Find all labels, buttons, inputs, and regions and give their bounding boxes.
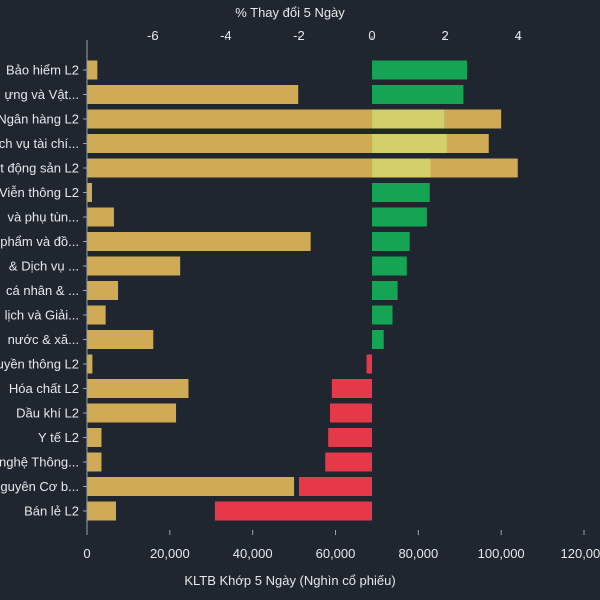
category-label: Dầu khí L2 xyxy=(16,406,79,421)
change-bar xyxy=(372,232,410,251)
volume-bar xyxy=(87,183,92,202)
x-bottom-tick-label: 80,000 xyxy=(398,546,438,561)
category-label: ựng và Vật... xyxy=(5,87,79,102)
category-label: Ngân hàng L2 xyxy=(0,112,79,127)
volume-bar xyxy=(87,428,102,447)
category-label: t động sản L2 xyxy=(0,161,79,176)
category-label: và phụ tùn... xyxy=(7,210,79,225)
x-top-tick-label: 0 xyxy=(368,28,375,43)
x-top-tick-label: 4 xyxy=(515,28,522,43)
axes-group: 0 20,000 40,000 60,000 80,000 100,000 120,000 -… xyxy=(83,28,600,561)
change-bar xyxy=(372,85,464,104)
change-bar xyxy=(372,207,427,227)
volume-bar xyxy=(87,403,177,423)
volume-bar xyxy=(87,281,119,300)
x-bottom-tick-label: 20,000 xyxy=(150,546,190,561)
volume-bar xyxy=(87,379,189,398)
change-bar xyxy=(330,403,373,423)
category-label: Bảo hiểm L2 xyxy=(6,63,79,78)
change-bar xyxy=(372,256,407,276)
category-label: Y tế L2 xyxy=(38,430,79,445)
change-bar xyxy=(214,501,373,521)
x-bottom-tick-label: 40,000 xyxy=(233,546,273,561)
x-bottom-tick-label: 60,000 xyxy=(316,546,356,561)
category-label: guyên Cơ b... xyxy=(0,479,79,494)
change-bar xyxy=(372,305,393,325)
x-bottom-tick-label: 100,000 xyxy=(478,546,525,561)
category-label: cá nhân & ... xyxy=(6,283,79,298)
overlap-bar xyxy=(372,158,431,178)
x-top-tick-label: -2 xyxy=(293,28,305,43)
volume-bar xyxy=(87,452,102,472)
category-label: Bán lẻ L2 xyxy=(24,504,79,519)
volume-bars-group xyxy=(87,60,518,521)
change-bars-group xyxy=(214,60,468,521)
volume-bar xyxy=(87,232,311,251)
volume-bar xyxy=(87,85,299,104)
overlap-bar xyxy=(372,109,445,129)
bottom-axis-title: KLTB Khớp 5 Ngày (Nghìn cổ phiếu) xyxy=(184,573,395,588)
change-bar xyxy=(372,60,468,80)
change-bar xyxy=(372,330,384,349)
x-bottom-tick-label: 0 xyxy=(83,546,90,561)
category-label: Hóa chất L2 xyxy=(9,381,79,396)
overlap-bar xyxy=(372,134,447,153)
volume-bar xyxy=(87,354,93,374)
volume-bar xyxy=(87,207,114,227)
volume-bar xyxy=(87,330,154,349)
change-bar xyxy=(331,379,373,398)
volume-bar xyxy=(87,305,106,325)
volume-bar xyxy=(87,501,116,521)
volume-bar xyxy=(87,256,181,276)
change-bar xyxy=(325,452,373,472)
volume-bar xyxy=(87,158,518,178)
category-label: Viễn thông L2 xyxy=(0,185,79,200)
x-top-tick-label: 2 xyxy=(442,28,449,43)
category-labels-group: Bảo hiểm L2 ựng và Vật... Ngân hàng L2 ch v… xyxy=(0,63,79,519)
category-label: lịch và Giải... xyxy=(5,308,79,323)
category-label: nghệ Thông... xyxy=(0,455,79,470)
volume-bar xyxy=(87,60,98,80)
x-top-tick-label: -6 xyxy=(147,28,159,43)
change-bar xyxy=(372,281,398,300)
category-label: nước & xă... xyxy=(8,332,79,347)
category-label: ch vụ tài chí... xyxy=(0,136,79,151)
category-label: & Dịch vụ ... xyxy=(9,259,79,274)
x-top-tick-label: -4 xyxy=(220,28,232,43)
x-bottom-tick-label: 120,000 xyxy=(561,546,600,561)
volume-bar xyxy=(87,477,295,496)
change-bar xyxy=(328,428,373,447)
change-bar xyxy=(298,477,373,496)
category-label: phẩm và đồ... xyxy=(0,234,79,249)
change-bar xyxy=(372,183,430,202)
category-label: uyền thông L2 xyxy=(0,357,79,372)
change-bar xyxy=(366,354,373,374)
top-axis-title: % Thay đổi 5 Ngày xyxy=(235,5,345,20)
